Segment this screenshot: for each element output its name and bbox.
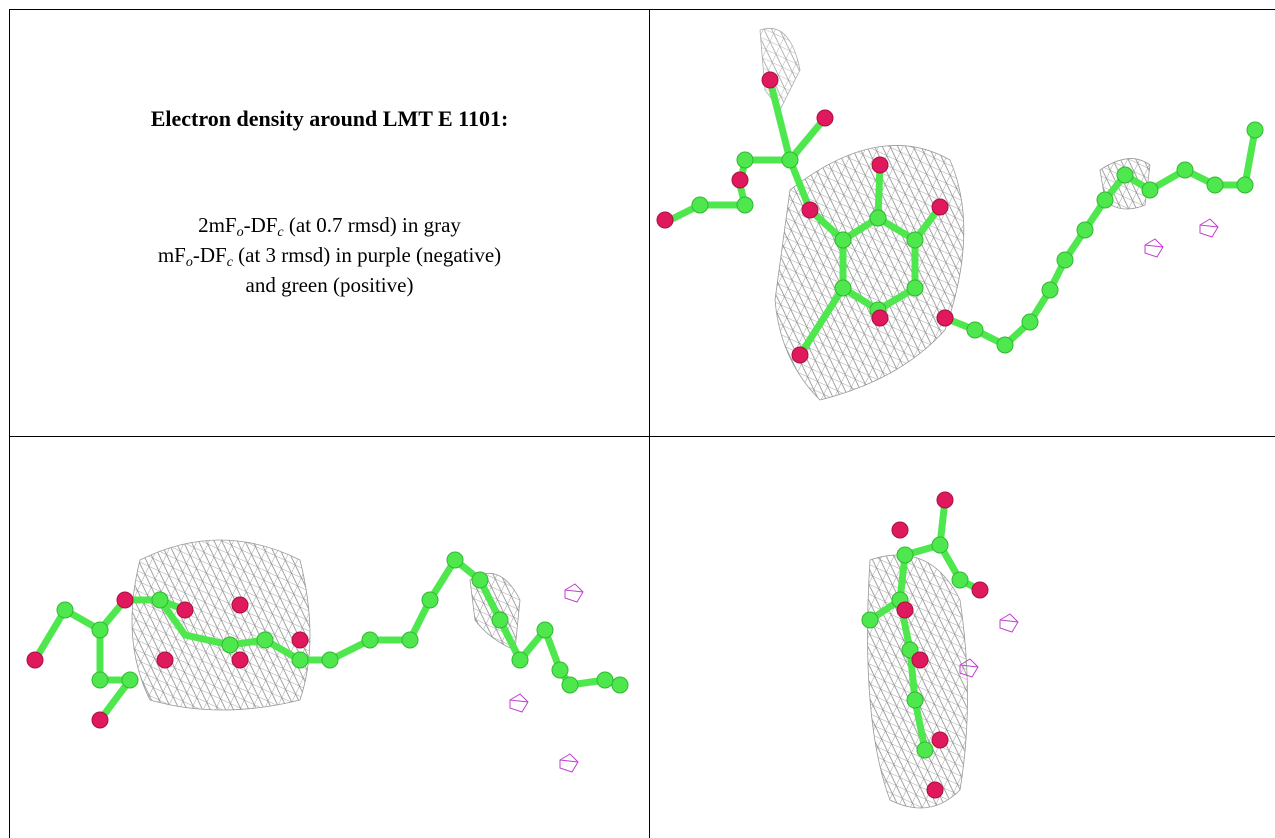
carbon-atom bbox=[257, 632, 273, 648]
carbon-atom bbox=[967, 322, 983, 338]
oxygen-atom bbox=[732, 172, 748, 188]
carbon-atom bbox=[897, 547, 913, 563]
oxygen-atom bbox=[897, 602, 913, 618]
oxygen-atom bbox=[927, 782, 943, 798]
density-mesh bbox=[760, 28, 800, 110]
oxygen-atom bbox=[792, 347, 808, 363]
carbon-atom bbox=[1057, 252, 1073, 268]
carbon-atom bbox=[870, 210, 886, 226]
carbon-atom bbox=[1097, 192, 1113, 208]
carbon-atom bbox=[997, 337, 1013, 353]
oxygen-atom bbox=[27, 652, 43, 668]
negative-density bbox=[565, 584, 583, 602]
carbon-atom bbox=[1042, 282, 1058, 298]
carbon-atom bbox=[907, 692, 923, 708]
page: Electron density around LMT E 1101: 2mFo… bbox=[0, 0, 1275, 838]
carbon-atom bbox=[1022, 314, 1038, 330]
oxygen-atom bbox=[232, 652, 248, 668]
oxygen-atom bbox=[872, 310, 888, 326]
carbon-atom bbox=[932, 537, 948, 553]
carbon-atom bbox=[362, 632, 378, 648]
oxygen-atom bbox=[912, 652, 928, 668]
negative-density bbox=[1145, 239, 1163, 257]
oxygen-atom bbox=[92, 712, 108, 728]
carbon-atom bbox=[1117, 167, 1133, 183]
oxygen-atom bbox=[657, 212, 673, 228]
carbon-atom bbox=[1142, 182, 1158, 198]
carbon-atom bbox=[92, 672, 108, 688]
oxygen-atom bbox=[232, 597, 248, 613]
carbon-atom bbox=[907, 280, 923, 296]
carbon-atom bbox=[835, 280, 851, 296]
carbon-atom bbox=[1077, 222, 1093, 238]
oxygen-atom bbox=[117, 592, 133, 608]
oxygen-atom bbox=[292, 632, 308, 648]
negative-density bbox=[1200, 219, 1218, 237]
carbon-atom bbox=[57, 602, 73, 618]
oxygen-atom bbox=[802, 202, 818, 218]
carbon-atom bbox=[512, 652, 528, 668]
oxygen-atom bbox=[937, 492, 953, 508]
carbon-atom bbox=[862, 612, 878, 628]
carbon-atom bbox=[597, 672, 613, 688]
negative-density bbox=[510, 694, 528, 712]
carbon-atom bbox=[537, 622, 553, 638]
oxygen-atom bbox=[817, 110, 833, 126]
carbon-atom bbox=[1207, 177, 1223, 193]
carbon-atom bbox=[835, 232, 851, 248]
carbon-atom bbox=[492, 612, 508, 628]
carbon-atom bbox=[952, 572, 968, 588]
oxygen-atom bbox=[157, 652, 173, 668]
oxygen-atom bbox=[932, 199, 948, 215]
density-mesh bbox=[868, 555, 968, 808]
carbon-atom bbox=[612, 677, 628, 693]
carbon-atom bbox=[562, 677, 578, 693]
carbon-atom bbox=[1247, 122, 1263, 138]
carbon-atom bbox=[447, 552, 463, 568]
carbon-atom bbox=[402, 632, 418, 648]
oxygen-atom bbox=[932, 732, 948, 748]
oxygen-atom bbox=[762, 72, 778, 88]
carbon-atom bbox=[152, 592, 168, 608]
carbon-atom bbox=[92, 622, 108, 638]
carbon-atom bbox=[782, 152, 798, 168]
carbon-atom bbox=[1177, 162, 1193, 178]
carbon-atom bbox=[917, 742, 933, 758]
carbon-atom bbox=[322, 652, 338, 668]
bond bbox=[945, 130, 1255, 345]
oxygen-atom bbox=[937, 310, 953, 326]
carbon-atom bbox=[552, 662, 568, 678]
carbon-atom bbox=[737, 152, 753, 168]
carbon-atom bbox=[907, 232, 923, 248]
bond bbox=[300, 560, 620, 685]
carbon-atom bbox=[472, 572, 488, 588]
carbon-atom bbox=[292, 652, 308, 668]
density-mesh bbox=[132, 540, 310, 710]
carbon-atom bbox=[737, 197, 753, 213]
oxygen-atom bbox=[177, 602, 193, 618]
oxygen-atom bbox=[972, 582, 988, 598]
carbon-atom bbox=[422, 592, 438, 608]
carbon-atom bbox=[1237, 177, 1253, 193]
carbon-atom bbox=[692, 197, 708, 213]
carbon-atom bbox=[122, 672, 138, 688]
oxygen-atom bbox=[872, 157, 888, 173]
density-views bbox=[0, 0, 1275, 838]
oxygen-atom bbox=[892, 522, 908, 538]
negative-density bbox=[1000, 614, 1018, 632]
carbon-atom bbox=[222, 637, 238, 653]
negative-density bbox=[560, 754, 578, 772]
